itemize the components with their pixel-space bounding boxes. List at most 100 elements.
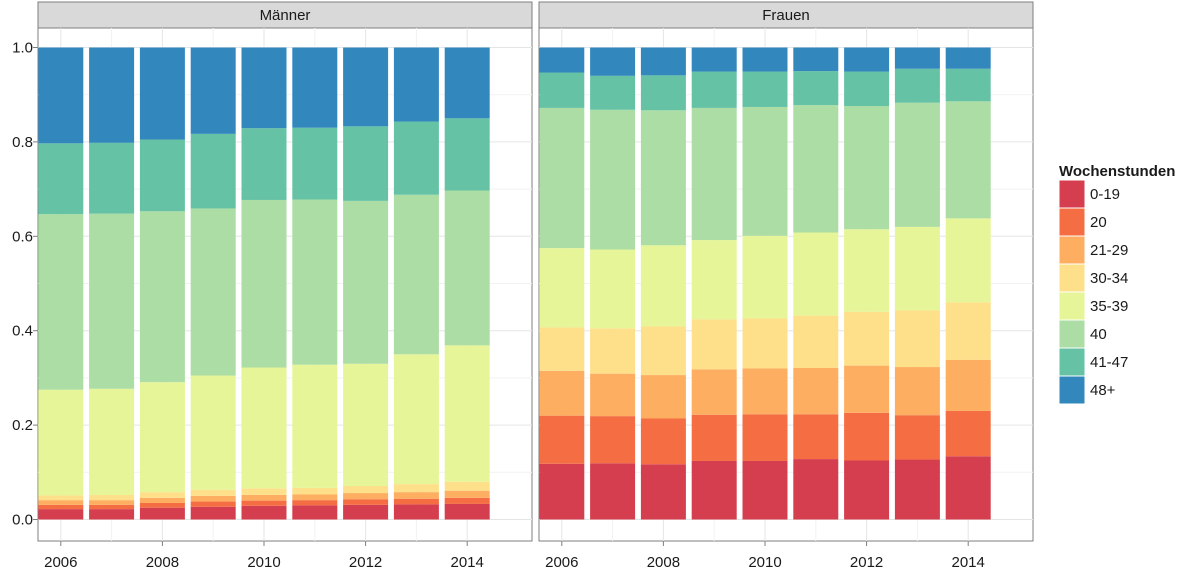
bar-segment-frauen-2008-21-29	[640, 375, 686, 419]
bar-segment-frauen-2014-41-47	[945, 68, 991, 102]
legend-label-30-34: 30-34	[1090, 270, 1128, 287]
bar-segment-m-nner-2012-35-39	[343, 363, 389, 486]
bar-segment-frauen-2006-41-47	[539, 72, 585, 108]
bar-segment-m-nner-2013-30-34	[393, 484, 439, 493]
bar-segment-frauen-2006-40	[539, 107, 585, 249]
bar-segment-frauen-2008-35-39	[640, 245, 686, 327]
bar-segment-frauen-2011-35-39	[793, 232, 839, 316]
bar-segment-m-nner-2014-30-34	[444, 481, 490, 491]
bar-segment-m-nner-2014-20	[444, 497, 490, 504]
bar-segment-m-nner-2012-41-47	[343, 126, 389, 201]
bar-segment-m-nner-2013-48+	[393, 47, 439, 122]
y-tick-label: 0.2	[12, 417, 33, 434]
bar-segment-frauen-2014-40	[945, 101, 991, 219]
bar-segment-frauen-2010-0-19	[742, 460, 788, 520]
bar-segment-m-nner-2014-41-47	[444, 118, 490, 191]
bar-segment-frauen-2014-30-34	[945, 302, 991, 360]
bar-segment-frauen-2007-41-47	[590, 75, 636, 110]
bar-segment-frauen-2010-35-39	[742, 235, 788, 319]
bar-segment-m-nner-2007-0-19	[89, 509, 135, 520]
bar-segment-frauen-2006-21-29	[539, 370, 585, 416]
bar-segment-m-nner-2010-41-47	[241, 128, 287, 200]
x-tick-label-m-nner: 2012	[349, 554, 382, 571]
bar-segment-m-nner-2011-40	[292, 199, 338, 365]
bar-segment-frauen-2007-0-19	[590, 463, 636, 520]
y-tick-label: 0.0	[12, 512, 33, 529]
bar-segment-m-nner-2006-21-29	[38, 500, 84, 505]
bar-segment-frauen-2012-35-39	[844, 229, 890, 312]
legend-key-21-29	[1058, 235, 1086, 265]
legend-label-41-47: 41-47	[1090, 354, 1128, 371]
bar-segment-m-nner-2007-48+	[89, 47, 135, 143]
bar-segment-m-nner-2012-40	[343, 200, 389, 364]
panel-title-2: Frauen	[762, 7, 810, 24]
bar-segment-frauen-2009-35-39	[691, 240, 737, 320]
bar-segment-m-nner-2011-21-29	[292, 494, 338, 501]
bar-segment-frauen-2007-21-29	[590, 373, 636, 417]
bar-segment-m-nner-2008-41-47	[139, 139, 185, 212]
x-tick-label-m-nner: 2014	[451, 554, 484, 571]
bar-segment-frauen-2013-0-19	[894, 459, 940, 520]
bar-segment-m-nner-2007-35-39	[89, 388, 135, 495]
bar-segment-m-nner-2009-48+	[190, 47, 236, 134]
bar-segment-frauen-2011-41-47	[793, 71, 839, 106]
bar-segment-frauen-2012-0-19	[844, 460, 890, 520]
bar-segment-m-nner-2007-40	[89, 213, 135, 389]
bar-segment-frauen-2010-30-34	[742, 318, 788, 369]
y-tick-label: 1.0	[12, 40, 33, 57]
x-tick-label-frauen: 2010	[748, 554, 781, 571]
legend-key-41-47	[1058, 347, 1086, 377]
x-tick-label-frauen: 2014	[952, 554, 985, 571]
bar-segment-m-nner-2013-0-19	[393, 504, 439, 520]
bar-segment-m-nner-2008-35-39	[139, 382, 185, 493]
bar-segment-frauen-2012-48+	[844, 47, 890, 72]
bar-segment-frauen-2008-40	[640, 110, 686, 246]
bar-segment-m-nner-2010-21-29	[241, 494, 287, 501]
bar-segment-frauen-2013-21-29	[894, 367, 940, 416]
legend-key-35-39	[1058, 291, 1086, 321]
bar-segment-m-nner-2014-48+	[444, 47, 490, 119]
x-tick-label-frauen: 2008	[647, 554, 680, 571]
bar-segment-frauen-2009-20	[691, 414, 737, 461]
legend-label-48+: 48+	[1090, 382, 1116, 399]
bar-segment-m-nner-2008-40	[139, 211, 185, 383]
bar-segment-frauen-2010-41-47	[742, 71, 788, 107]
bar-segment-m-nner-2006-20	[38, 504, 84, 510]
bar-segment-frauen-2011-40	[793, 105, 839, 233]
bar-segment-frauen-2008-48+	[640, 47, 686, 76]
bar-segment-m-nner-2006-35-39	[38, 389, 84, 496]
x-tick-label-m-nner: 2006	[44, 554, 77, 571]
bar-segment-m-nner-2011-35-39	[292, 364, 338, 488]
legend-label-35-39: 35-39	[1090, 298, 1128, 315]
bar-segment-m-nner-2010-20	[241, 500, 287, 506]
bar-segment-m-nner-2011-20	[292, 500, 338, 506]
x-tick-label-m-nner: 2010	[247, 554, 280, 571]
bar-segment-m-nner-2009-41-47	[190, 133, 236, 209]
bar-segment-m-nner-2008-21-29	[139, 497, 185, 503]
bar-segment-frauen-2010-40	[742, 106, 788, 236]
bar-segment-m-nner-2012-21-29	[343, 493, 389, 500]
bar-segment-frauen-2007-48+	[590, 47, 636, 76]
bar-segment-frauen-2009-21-29	[691, 369, 737, 415]
bar-segment-frauen-2013-41-47	[894, 68, 940, 103]
bar-segment-m-nner-2008-48+	[139, 47, 185, 140]
y-tick-label: 0.6	[12, 228, 33, 245]
bar-segment-frauen-2007-30-34	[590, 328, 636, 374]
bar-segment-frauen-2009-0-19	[691, 460, 737, 520]
bar-segment-frauen-2008-41-47	[640, 75, 686, 111]
bar-segment-frauen-2008-30-34	[640, 326, 686, 376]
bar-segment-m-nner-2006-41-47	[38, 143, 84, 215]
bar-segment-frauen-2011-0-19	[793, 459, 839, 520]
bar-segment-frauen-2008-20	[640, 418, 686, 465]
bar-segment-frauen-2012-30-34	[844, 311, 890, 366]
legend-label-21-29: 21-29	[1090, 242, 1128, 259]
bar-segment-m-nner-2011-30-34	[292, 487, 338, 495]
bar-segment-m-nner-2011-41-47	[292, 127, 338, 200]
bar-segment-m-nner-2014-0-19	[444, 503, 490, 520]
bar-segment-m-nner-2010-30-34	[241, 488, 287, 495]
bar-segment-m-nner-2007-30-34	[89, 494, 135, 501]
bar-segment-m-nner-2007-21-29	[89, 500, 135, 505]
x-tick-label-frauen: 2006	[545, 554, 578, 571]
bar-segment-frauen-2011-30-34	[793, 315, 839, 368]
